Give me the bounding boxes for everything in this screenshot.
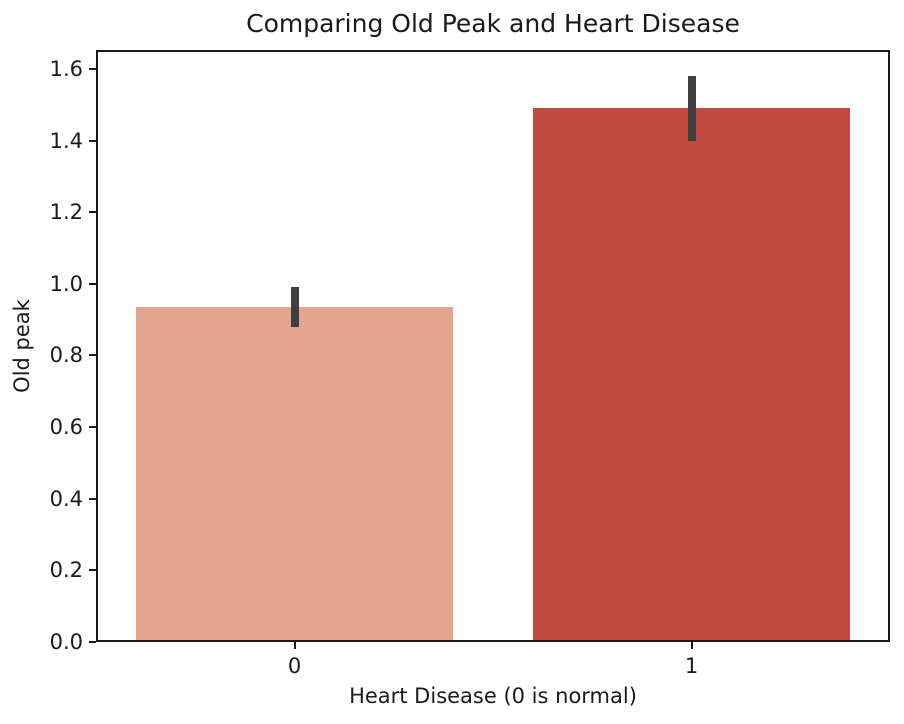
y-tick-label-0.6: 0.6 (49, 415, 83, 440)
y-tick-label-0.2: 0.2 (49, 558, 83, 583)
y-tick-label-0.0: 0.0 (49, 630, 83, 654)
y-tick-mark-1.6 (89, 67, 96, 70)
y-tick-mark-0.4 (89, 497, 96, 500)
y-tick-mark-1.0 (89, 282, 96, 285)
x-axis-label: Heart Disease (0 is normal) (349, 684, 637, 708)
y-tick-label-0.4: 0.4 (49, 486, 83, 511)
plot-area (96, 50, 890, 642)
y-tick-label-0.8: 0.8 (49, 343, 83, 368)
y-tick-label-1.0: 1.0 (49, 271, 83, 296)
y-tick-mark-1.2 (89, 211, 96, 214)
errorbar-1 (687, 76, 696, 141)
x-tick-mark-0 (293, 642, 296, 649)
bar-1 (532, 108, 851, 642)
y-tick-label-1.2: 1.2 (49, 200, 83, 225)
y-tick-mark-0.8 (89, 354, 96, 357)
x-tick-label-1: 1 (684, 654, 699, 678)
y-tick-mark-0.6 (89, 426, 96, 429)
bar-0 (135, 307, 454, 642)
errorbar-0 (290, 287, 299, 327)
y-tick-mark-1.4 (89, 139, 96, 142)
bars-layer (96, 50, 890, 642)
chart-title: Comparing Old Peak and Heart Disease (246, 9, 740, 38)
x-tick-mark-1 (690, 642, 693, 649)
y-tick-label-1.6: 1.6 (49, 56, 83, 81)
y-tick-mark-0.0 (89, 641, 96, 643)
y-tick-mark-0.2 (89, 569, 96, 572)
x-tick-label-0: 0 (287, 654, 302, 678)
y-tick-label-1.4: 1.4 (49, 128, 83, 153)
